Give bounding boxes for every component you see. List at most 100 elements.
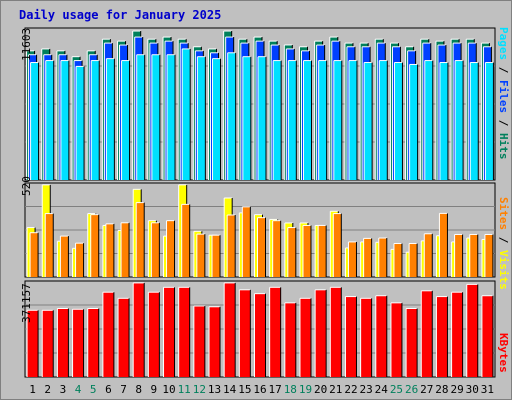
pages-bar (348, 60, 357, 180)
pages-bar (167, 54, 176, 180)
legend-separator: / (497, 113, 510, 133)
kbytes-bar (390, 302, 402, 377)
legend-pages: Pages (497, 27, 510, 61)
kbytes-bar (254, 293, 266, 377)
sites-bar (484, 234, 493, 277)
day-label: 28 (435, 383, 448, 396)
pages-bar (106, 58, 115, 180)
kbytes-bar (27, 310, 39, 377)
day-label: 7 (120, 383, 127, 396)
pages-bar (318, 60, 327, 180)
sites-bar (75, 243, 84, 277)
sites-bar (454, 234, 463, 277)
legend-separator: / (497, 230, 510, 250)
sites-bar (257, 217, 266, 277)
kbytes-bar (481, 295, 493, 377)
day-label: 14 (223, 383, 237, 396)
day-label: 20 (314, 383, 327, 396)
day-label: 1 (29, 383, 36, 396)
legend-files: Files (497, 80, 510, 114)
day-label: 30 (466, 383, 479, 396)
day-label: 4 (75, 383, 82, 396)
kbytes-bar (406, 308, 418, 377)
day-label: 3 (60, 383, 67, 396)
sites-bar (60, 236, 69, 277)
pages-bar (379, 60, 388, 180)
sites-bar (121, 222, 130, 277)
pages-bar (303, 60, 312, 180)
kbytes-bar (299, 298, 311, 377)
chart-title: Daily usage for January 2025 (19, 8, 222, 22)
pages-bar (121, 60, 130, 180)
day-label: 23 (360, 383, 373, 396)
pages-bar (182, 48, 191, 180)
visits-legend: Sites / Visits (497, 197, 510, 290)
pages-bar (439, 62, 448, 180)
kbytes-bar (239, 289, 251, 377)
pages-bar (288, 60, 297, 180)
sites-bar (45, 213, 54, 277)
sites-bar (136, 202, 145, 277)
sites-bar (318, 225, 327, 277)
sites-bar (469, 234, 478, 277)
kbytes-bar (72, 309, 84, 377)
pages-bar (424, 60, 433, 180)
kbytes-bar (451, 292, 463, 377)
visits-max-label: 520 (20, 176, 33, 196)
day-label: 13 (208, 383, 221, 396)
legend-hits: Hits (497, 133, 510, 160)
day-label: 27 (420, 383, 433, 396)
day-label: 21 (329, 383, 342, 396)
pages-bar (76, 66, 85, 180)
day-label: 5 (90, 383, 97, 396)
day-label: 26 (405, 383, 418, 396)
sites-bar (393, 243, 402, 277)
sites-bar (212, 235, 221, 277)
sites-bar (424, 233, 433, 277)
pages-bar (394, 62, 403, 180)
pages-bar (45, 60, 54, 180)
pages-bar (91, 60, 100, 180)
kbytes-bar (360, 298, 372, 377)
kbytes-bar (178, 287, 190, 377)
sites-bar (363, 238, 372, 277)
day-label: 18 (284, 383, 297, 396)
day-label: 12 (193, 383, 206, 396)
pages-bar (212, 58, 221, 180)
sites-bar (302, 225, 311, 277)
kbytes-bar (118, 298, 130, 377)
day-label: 10 (162, 383, 175, 396)
sites-bar (196, 234, 205, 277)
kbytes-bar (466, 284, 478, 377)
day-label: 25 (390, 383, 403, 396)
sites-bar (378, 238, 387, 277)
hits-max-label: 11603 (20, 27, 33, 61)
sites-bar (151, 222, 160, 277)
kbytes-bar (224, 282, 236, 377)
day-label: 22 (344, 383, 357, 396)
day-label: 11 (178, 383, 191, 396)
kbytes-bar (193, 306, 205, 377)
day-label: 9 (151, 383, 158, 396)
pages-bar (30, 62, 39, 180)
kbytes-bar (436, 296, 448, 377)
kbytes-bar (421, 290, 433, 377)
day-label: 15 (238, 383, 251, 396)
kbytes-legend: KBytes (497, 333, 510, 373)
pages-bar (409, 64, 418, 180)
sites-bar (409, 243, 418, 277)
day-label: 17 (269, 383, 282, 396)
kbytes-bar (345, 296, 357, 377)
pages-bar (470, 62, 479, 180)
kbytes-bar (209, 306, 221, 377)
sites-bar (287, 227, 296, 277)
day-label: 16 (253, 383, 266, 396)
pages-bar (258, 56, 266, 180)
pages-bar (333, 60, 342, 180)
pages-bar (151, 54, 160, 180)
sites-bar (227, 214, 236, 277)
kbytes-bar (330, 287, 342, 377)
kbytes-bar (148, 292, 160, 377)
